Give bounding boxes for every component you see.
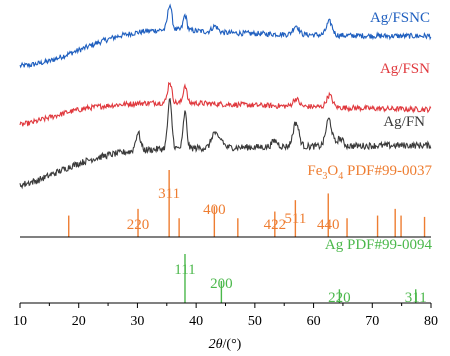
x-tick-label: 60: [307, 314, 321, 329]
reference-0-hkl-label: 400: [203, 202, 226, 218]
reference-0-hkl-label: 311: [158, 186, 180, 202]
reference-1-hkl-label: 311: [405, 290, 427, 306]
reference-1-hkl-label: 200: [210, 276, 233, 292]
reference-1-hkl-label: 220: [328, 290, 351, 306]
ref-title-subscript: 3: [322, 171, 327, 182]
reference-1-hkl-label: 111: [174, 262, 195, 278]
ref-title-part: Fe: [307, 163, 322, 179]
x-tick-label: 40: [189, 314, 203, 329]
x-tick-label: 20: [72, 314, 86, 329]
x-tick-label: 80: [424, 314, 438, 329]
series-layer: [19, 3, 432, 190]
series-ag-fsn-line: [19, 81, 432, 127]
reference-0-hkl-label: 220: [127, 217, 150, 233]
reference-0-hkl-label: 422: [264, 217, 287, 233]
series-label-ag-fsnc: Ag/FSNC: [370, 10, 430, 26]
ref-title-part: O: [327, 163, 338, 179]
x-tick-label: 10: [13, 314, 27, 329]
ref-title-part: Ag PDF#99-0094: [325, 237, 433, 253]
reference-0-hkl-label: 440: [317, 217, 340, 233]
reference-0-title: Fe3O4 PDF#99-0037: [307, 163, 432, 182]
x-axis-label-unit: /(°): [223, 337, 242, 352]
x-axis-label: 2θ/(°): [209, 337, 242, 352]
x-axis-label-symbol: 2θ: [209, 337, 223, 352]
series-label-ag-fn: Ag/FN: [383, 114, 425, 130]
x-tick-label: 30: [130, 314, 144, 329]
series-labels: Ag/FSNC Ag/FSN Ag/FN: [370, 10, 430, 130]
reference-1-title: Ag PDF#99-0094: [325, 237, 433, 253]
x-axis-ticks: 10 20 30 40 50 60 70 80: [13, 303, 438, 329]
x-axis: 10 20 30 40 50 60 70 80: [13, 236, 438, 329]
x-tick-label: 50: [248, 314, 262, 329]
ref-title-subscript: 4: [338, 171, 343, 182]
series-label-ag-fsn: Ag/FSN: [380, 61, 430, 77]
reference-0-hkl-label: 511: [284, 211, 306, 227]
series-ag-fn-line: [19, 97, 432, 190]
ref-title-part: PDF#99-0037: [343, 163, 432, 179]
series-ag-fsnc-line: [19, 3, 432, 69]
x-tick-label: 70: [365, 314, 379, 329]
